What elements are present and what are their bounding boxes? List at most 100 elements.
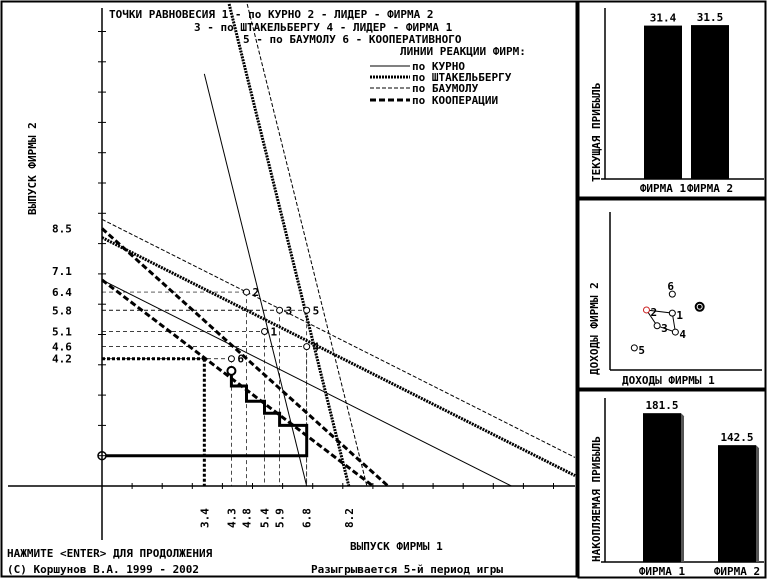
accumulated-profit-title: НАКОПЛЯЕМАЯ ПРИБЫЛЬ	[590, 436, 603, 562]
x-tick-label: 3.4	[198, 508, 211, 528]
scatter-label-2: 2	[650, 306, 657, 319]
y-tick-label: 6.4	[52, 286, 72, 299]
scatter-label-1: 1	[676, 309, 683, 322]
bar-value-1: 181.5	[645, 399, 678, 412]
bar-shadow-2	[756, 445, 759, 562]
current-profit-axes	[601, 8, 764, 180]
reaction-line-1-1	[101, 279, 512, 487]
bar-category-1: ФИРМА 1	[640, 182, 687, 195]
scatter-point-1	[668, 309, 676, 317]
y-tick-label: 4.6	[52, 341, 72, 354]
scatter-point-current-core	[697, 304, 702, 309]
equilibrium-point-3	[276, 306, 284, 314]
y-tick-label: 8.5	[52, 222, 72, 235]
reaction-line-1-2	[203, 73, 308, 487]
income-scatter-x-title: ДОХОДЫ ФИРМЫ 1	[622, 374, 715, 387]
equilibrium-point-4	[303, 343, 311, 351]
legend-label-cournot: по КУРНО	[412, 60, 465, 73]
legend-label-stackelberg: по ШТАКЕЛЬБЕРГУ	[412, 71, 512, 84]
y-axis-title: ВЫПУСК ФИРМЫ 2	[26, 122, 39, 215]
scatter-point-4	[671, 328, 679, 336]
reaction-line-2-2	[227, 3, 351, 487]
equilibrium-label-4: 4	[313, 341, 320, 354]
x-tick-label: 4.8	[240, 508, 253, 528]
equilibrium-point-1	[261, 327, 269, 335]
bar-value-2: 31.5	[697, 11, 724, 24]
bar-shadow-1	[681, 413, 684, 562]
bar-category-2: ФИРМА 2	[687, 182, 733, 195]
accumulated-profit-frame	[577, 389, 767, 579]
equilibrium-label-3: 3	[286, 304, 293, 317]
y-tick-labels: 8.5 7.1 6.4 5.8 5.1 4.64.2	[52, 222, 72, 365]
equilibrium-points: 1 2 3 4 5 6	[227, 286, 320, 366]
scatter-label-6: 6	[667, 280, 674, 293]
x-tick-label: 6.8	[301, 508, 314, 528]
bar-category-1: ФИРМА 1	[639, 565, 686, 578]
income-scatter-points: 1 23 4 5 6	[630, 280, 705, 357]
scatter-point-5	[630, 344, 638, 352]
x-tick-label: 4.3	[225, 508, 238, 528]
bar-2	[718, 445, 756, 562]
reaction-line-4-2	[101, 278, 374, 488]
reaction-lines-chart: 1 2 3 4 5 6 8.5 7.1 6.4 5.8 5.1 4.64.2 3.4 4.3 4.8 5.…	[8, 3, 576, 540]
equilibrium-label-6: 6	[237, 353, 244, 366]
legend-title: ЛИНИИ РЕАКЦИИ ФИРМ:	[400, 45, 526, 58]
reaction-line-3-2	[246, 3, 368, 487]
x-tick-label: 5.9	[274, 508, 287, 528]
scatter-label-5: 5	[638, 344, 645, 357]
scatter-label-4: 4	[679, 328, 686, 341]
copyright: (C) Коршунов В.А. 1999 - 2002	[7, 563, 199, 576]
reaction-line-4-1	[100, 227, 389, 488]
reaction-line-3-1	[101, 218, 576, 458]
scatter-point-3	[653, 322, 661, 330]
equilibrium-point-2	[242, 288, 250, 296]
y-tick-label: 5.8	[52, 304, 72, 317]
x-tick-label: 5.4	[259, 508, 272, 528]
income-scatter-chart: ДОХОДЫ ФИРМЫ 2 ДОХОДЫ ФИРМЫ 1 1 23 4 5 6	[588, 212, 762, 387]
current-profit-title: ТЕКУЩАЯ ПРИБЫЛЬ	[590, 83, 603, 182]
income-scatter-frame	[577, 198, 767, 390]
equilibrium-label-2: 2	[252, 286, 259, 299]
bar-category-2: ФИРМА 2	[714, 565, 760, 578]
reaction-line-2-1	[101, 236, 576, 477]
x-axis-title: ВЫПУСК ФИРМЫ 1	[350, 540, 443, 553]
game-path-line	[102, 370, 309, 458]
bar-1	[644, 25, 682, 179]
equilibrium-line-2: 3 - по ШТАКЕЛЬБЕРГУ 4 - ЛИДЕР - ФИРМА 1	[194, 21, 453, 34]
equilibrium-title: ТОЧКИ РАВНОВЕСИЯ 1 - по КУРНО 2 - ЛИДЕР …	[109, 8, 434, 21]
x-tick-label: 8.2	[343, 508, 356, 528]
scatter-label-3: 3	[661, 322, 668, 335]
current-profit-chart: ТЕКУЩАЯ ПРИБЫЛЬ 31.4 ФИРМА 1 31.5 ФИРМА 2	[590, 8, 764, 195]
y-tick-label: 5.1	[52, 325, 72, 338]
equilibrium-label-5: 5	[313, 304, 320, 317]
equilibrium-line-3: 5 - по БАУМОЛУ 6 - КООПЕРАТИВНОГО	[243, 33, 462, 46]
scatter-point-6	[668, 290, 676, 298]
income-scatter-y-title: ДОХОДЫ ФИРМЫ 2	[588, 282, 601, 375]
equilibrium-point-6	[227, 355, 235, 363]
current-profit-frame	[577, 0, 767, 199]
scatter-point-2	[642, 306, 650, 314]
game-path-current	[226, 365, 237, 376]
continue-prompt: НАЖМИТЕ <ENTER> ДЛЯ ПРОДОЛЖЕНИЯ	[7, 547, 213, 560]
guide-lines	[102, 291, 308, 486]
income-scatter-axes	[609, 212, 762, 371]
reaction-lines	[100, 3, 576, 488]
accumulated-profit-bars: 181.5 ФИРМА 1 142.5 ФИРМА 2	[639, 399, 760, 578]
axes	[8, 8, 575, 540]
y-tick-label: 4.2	[52, 353, 72, 366]
equilibrium-label-1: 1	[271, 325, 278, 338]
legend: по КУРНО по ШТАКЕЛЬБЕРГУ по БАУМОЛУ по К…	[370, 60, 512, 107]
equilibrium-point-5	[303, 306, 311, 314]
main-chart-frame	[0, 0, 578, 578]
current-profit-bars: 31.4 ФИРМА 1 31.5 ФИРМА 2	[640, 11, 733, 195]
legend-label-baumol: по БАУМОЛУ	[412, 82, 479, 95]
bar-1	[643, 413, 681, 562]
period-status: Разыгрывается 5-й период игры	[311, 563, 503, 576]
bar-value-2: 142.5	[720, 431, 753, 444]
bar-value-1: 31.4	[650, 12, 677, 25]
x-tick-labels: 3.4 4.3 4.8 5.4 5.9 6.8 8.2	[198, 508, 355, 528]
accumulated-profit-chart: НАКОПЛЯЕМАЯ ПРИБЫЛЬ 181.5 ФИРМА 1 142.5 ФИР…	[590, 398, 764, 578]
legend-label-cooperation: по КООПЕРАЦИИ	[412, 94, 498, 107]
y-tick-label: 7.1	[52, 265, 72, 278]
